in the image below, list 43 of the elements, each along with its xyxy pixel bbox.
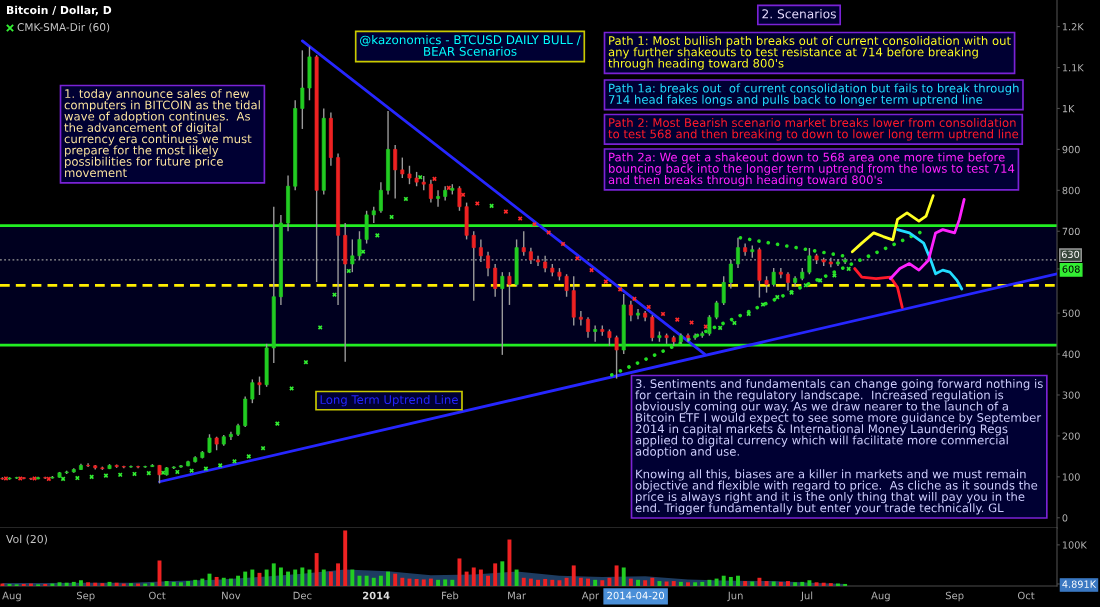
annotation: Long Term Uptrend Line: [320, 395, 458, 407]
y-tick-label: 200: [1062, 432, 1080, 440]
y-tick-label: 400: [1062, 350, 1080, 358]
y-tick-label: 500: [1062, 309, 1080, 317]
y-tick-label: 4.891K: [1062, 580, 1097, 588]
x-tick-label: 2014-04-20: [607, 591, 665, 600]
y-tick-label: 700: [1062, 227, 1080, 236]
x-tick-label: Jun: [727, 591, 743, 602]
y-tick-label: 1.2K: [1062, 23, 1084, 31]
text: @kazonomics - BTCUSD DAILY BULL / BEAR Scenarios: [360, 35, 581, 56]
text: Path 1a: breaks out of current consolidation but fails to break through 714 head fakes longs and pulls back to longer term uptrend line: [608, 83, 1019, 107]
x-tick-label: Mar: [508, 591, 527, 600]
chart-title: Bitcoin / Dollar, D: [7, 5, 112, 16]
text: Path 2a: We get a shakeout down to 568 area one more time before bouncing back into the longer term uptrend from the lows to test 714 and then breaks through heading toward 800's: [608, 152, 1015, 187]
x-tick-label: Jul: [800, 591, 813, 602]
x-tick-label: Aug: [871, 591, 890, 602]
legend-label: CMK-SMA-Dir (60): [17, 22, 110, 33]
y-tick-label: 1K: [1062, 105, 1075, 113]
x-tick-label: Aug: [2, 591, 21, 602]
y-tick-label: 0: [1062, 514, 1068, 522]
x-tick-label: Sep: [945, 591, 964, 602]
y-tick-label: 100: [1062, 473, 1080, 481]
text: Path 1: Most bullish path breaks out of current consolidation with out any further shakeouts to test resistance at 714 before breaking through heading toward 800's: [608, 36, 1011, 70]
y-tick-label: 1.1K: [1062, 64, 1084, 72]
x-tick-label: Nov: [222, 591, 241, 600]
text: 3. Sentiments and fundamentals can change going forward nothing is for certain in the regulatory landscape. Increased regulation is obviously coming our way. As we draw nearer to the launch of a Bitcoin ETF I would expect to see some more guidance by September 2014 in capital markets & International Money Laundering Regs applied to digital currency which will facilitate more commercial adoption and use. Knowing all this, biases are a killer in markets and we must remain objective and flexible with regard to price. As cliche as it sounds the price is always right and it is the only thing that will pay you in the end. Trigger fundamentally but enter your trade technically. GL: [635, 379, 1043, 515]
y-tick-label: 608: [1062, 265, 1080, 273]
x-tick-label: Sep: [76, 591, 95, 602]
ref-line-label: 630: [1061, 250, 1080, 259]
text: Vol (20): [6, 534, 47, 545]
y-tick-label: 100K: [1062, 541, 1087, 549]
y-tick-label: 900: [1062, 145, 1080, 154]
x-tick-label: Oct: [149, 591, 166, 600]
y-tick-label: 300: [1062, 391, 1080, 399]
text: Path 2: Most Bearish scenario market breaks lower from consolidation to test 568 and then breaking to down to lower long term uptrend line: [608, 118, 1019, 141]
annotation: 2. Scenarios: [762, 9, 836, 19]
x-tick-label: 2014: [363, 591, 390, 600]
annotation: 1. today announce sales of new computers in BITCOIN as the tidal wave of adoption continues. As the advancement of digital currency era continues we must prepare for the most likely possibilities for future price movement: [64, 89, 260, 178]
x-tick-label: Dec: [293, 591, 312, 600]
x-tick-label: Apr: [581, 591, 600, 602]
x-tick-label: Oct: [1017, 591, 1035, 600]
x-tick-label: Feb: [442, 591, 459, 600]
y-tick-label: 800: [1062, 186, 1080, 195]
